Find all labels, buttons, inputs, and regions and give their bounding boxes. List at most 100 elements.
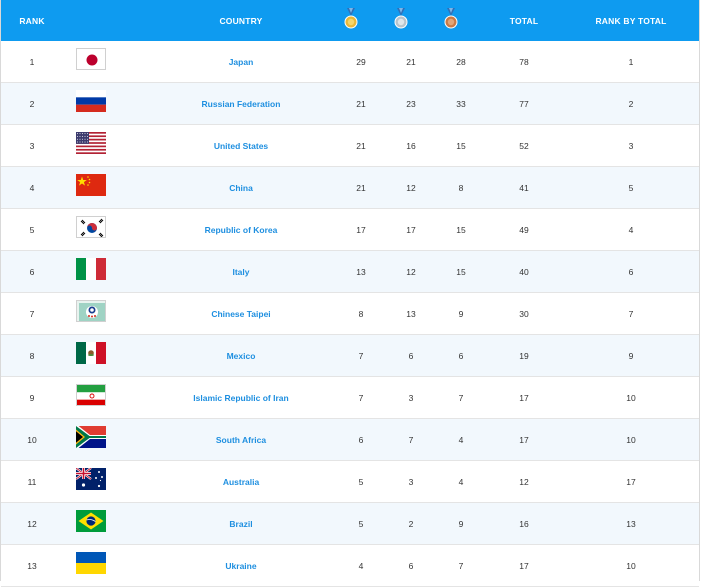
gold-count-cell: 21 <box>356 99 366 109</box>
total-cell: 40 <box>519 267 529 277</box>
table-header: RANK COUNTRY TOTAL RANK BY TOTAL <box>1 0 699 41</box>
total-cell: 17 <box>519 561 529 571</box>
rank-cell: 8 <box>29 351 35 361</box>
gold-count-cell: 21 <box>356 183 366 193</box>
table-row[interactable]: 12 Brazil 5 2 9 16 13 <box>1 503 699 545</box>
country-link[interactable]: Russian Federation <box>201 99 281 109</box>
total-cell: 16 <box>519 519 529 529</box>
table-row[interactable]: 3 United States 21 16 15 52 3 <box>1 125 699 167</box>
rank-cell: 12 <box>27 519 37 529</box>
bronze-count-cell: 7 <box>458 561 464 571</box>
country-link[interactable]: Mexico <box>226 351 256 361</box>
country-link[interactable]: South Africa <box>215 435 267 445</box>
gold-count-cell: 5 <box>358 477 364 487</box>
gold-count-cell: 7 <box>358 393 364 403</box>
china-flag-icon <box>76 174 106 196</box>
rank-cell: 2 <box>29 99 35 109</box>
bronze-medal-icon[interactable] <box>444 8 458 30</box>
table-row[interactable]: 10 South Africa 6 7 4 17 10 <box>1 419 699 461</box>
total-header[interactable]: TOTAL <box>509 15 539 26</box>
bronze-count-cell: 15 <box>456 141 466 151</box>
country-link[interactable]: Republic of Korea <box>204 225 278 235</box>
rank-by-total-cell: 10 <box>626 561 636 571</box>
bronze-count-cell: 9 <box>458 309 464 319</box>
silver-count-cell: 3 <box>408 393 414 403</box>
bronze-count-cell: 9 <box>458 519 464 529</box>
table-row[interactable]: 5 Republic of Korea 17 17 15 49 4 <box>1 209 699 251</box>
country-link[interactable]: Brazil <box>229 519 253 529</box>
country-link[interactable]: Islamic Republic of Iran <box>193 393 289 403</box>
rank-by-total-cell: 3 <box>628 141 634 151</box>
bronze-count-cell: 33 <box>456 99 466 109</box>
rank-by-total-cell: 4 <box>628 225 634 235</box>
country-link[interactable]: Chinese Taipei <box>211 309 271 319</box>
silver-medal-icon[interactable] <box>394 8 408 30</box>
rank-cell: 7 <box>29 309 35 319</box>
total-cell: 41 <box>519 183 529 193</box>
total-cell: 17 <box>519 393 529 403</box>
silver-count-cell: 6 <box>408 561 414 571</box>
bronze-count-cell: 6 <box>458 351 464 361</box>
table-row[interactable]: 8 Mexico 7 6 6 19 9 <box>1 335 699 377</box>
table-row[interactable]: 2 Russian Federation 21 23 33 77 2 <box>1 83 699 125</box>
gold-medal-icon[interactable] <box>344 8 358 30</box>
bronze-count-cell: 4 <box>458 435 464 445</box>
table-row[interactable]: 9 Islamic Republic of Iran 7 3 7 17 10 <box>1 377 699 419</box>
mexico-flag-icon <box>76 342 106 364</box>
rank-cell: 11 <box>27 477 37 487</box>
total-cell: 12 <box>519 477 529 487</box>
silver-count-cell: 21 <box>406 57 416 67</box>
korea-flag-icon <box>76 216 106 238</box>
silver-count-cell: 12 <box>406 183 416 193</box>
rank-cell: 9 <box>29 393 35 403</box>
bronze-count-cell: 15 <box>456 267 466 277</box>
gold-count-cell: 17 <box>356 225 366 235</box>
rank-header[interactable]: RANK <box>19 15 45 26</box>
silver-count-cell: 7 <box>408 435 414 445</box>
country-link[interactable]: China <box>229 183 253 193</box>
rank-cell: 1 <box>29 57 35 67</box>
rank-by-total-cell: 9 <box>628 351 634 361</box>
table-row[interactable]: 1 Japan 29 21 28 78 1 <box>1 41 699 83</box>
chinese-taipei-flag-icon <box>76 300 106 322</box>
rank-cell: 3 <box>29 141 35 151</box>
gold-count-cell: 7 <box>358 351 364 361</box>
country-link[interactable]: Australia <box>222 477 260 487</box>
australia-flag-icon <box>76 468 106 490</box>
country-header[interactable]: COUNTRY <box>219 15 263 26</box>
total-cell: 30 <box>519 309 529 319</box>
silver-count-cell: 17 <box>406 225 416 235</box>
gold-count-cell: 4 <box>358 561 364 571</box>
total-cell: 17 <box>519 435 529 445</box>
silver-count-cell: 12 <box>406 267 416 277</box>
rank-by-total-cell: 2 <box>628 99 634 109</box>
rank-by-total-cell: 1 <box>628 57 634 67</box>
country-link[interactable]: United States <box>213 141 269 151</box>
silver-count-cell: 3 <box>408 477 414 487</box>
rank-by-total-header[interactable]: RANK BY TOTAL <box>595 15 667 26</box>
rank-by-total-cell: 5 <box>628 183 634 193</box>
rank-cell: 4 <box>29 183 35 193</box>
bronze-count-cell: 7 <box>458 393 464 403</box>
silver-count-cell: 2 <box>408 519 414 529</box>
rank-by-total-cell: 10 <box>626 435 636 445</box>
table-row[interactable]: 4 China 21 12 8 41 5 <box>1 167 699 209</box>
japan-flag-icon <box>76 48 106 70</box>
table-row[interactable]: 7 Chinese Taipei 8 13 9 30 7 <box>1 293 699 335</box>
silver-count-cell: 16 <box>406 141 416 151</box>
gold-count-cell: 8 <box>358 309 364 319</box>
rank-cell: 6 <box>29 267 35 277</box>
rank-by-total-cell: 7 <box>628 309 634 319</box>
table-row[interactable]: 6 Italy 13 12 15 40 6 <box>1 251 699 293</box>
total-cell: 77 <box>519 99 529 109</box>
gold-count-cell: 29 <box>356 57 366 67</box>
table-row[interactable]: 11 Australia 5 3 4 12 17 <box>1 461 699 503</box>
country-link[interactable]: Ukraine <box>225 561 257 571</box>
ukraine-flag-icon <box>76 552 106 574</box>
country-link[interactable]: Japan <box>228 57 254 67</box>
total-cell: 49 <box>519 225 529 235</box>
country-link[interactable]: Italy <box>232 267 250 277</box>
bronze-count-cell: 4 <box>458 477 464 487</box>
total-cell: 52 <box>519 141 529 151</box>
rank-by-total-cell: 6 <box>628 267 634 277</box>
